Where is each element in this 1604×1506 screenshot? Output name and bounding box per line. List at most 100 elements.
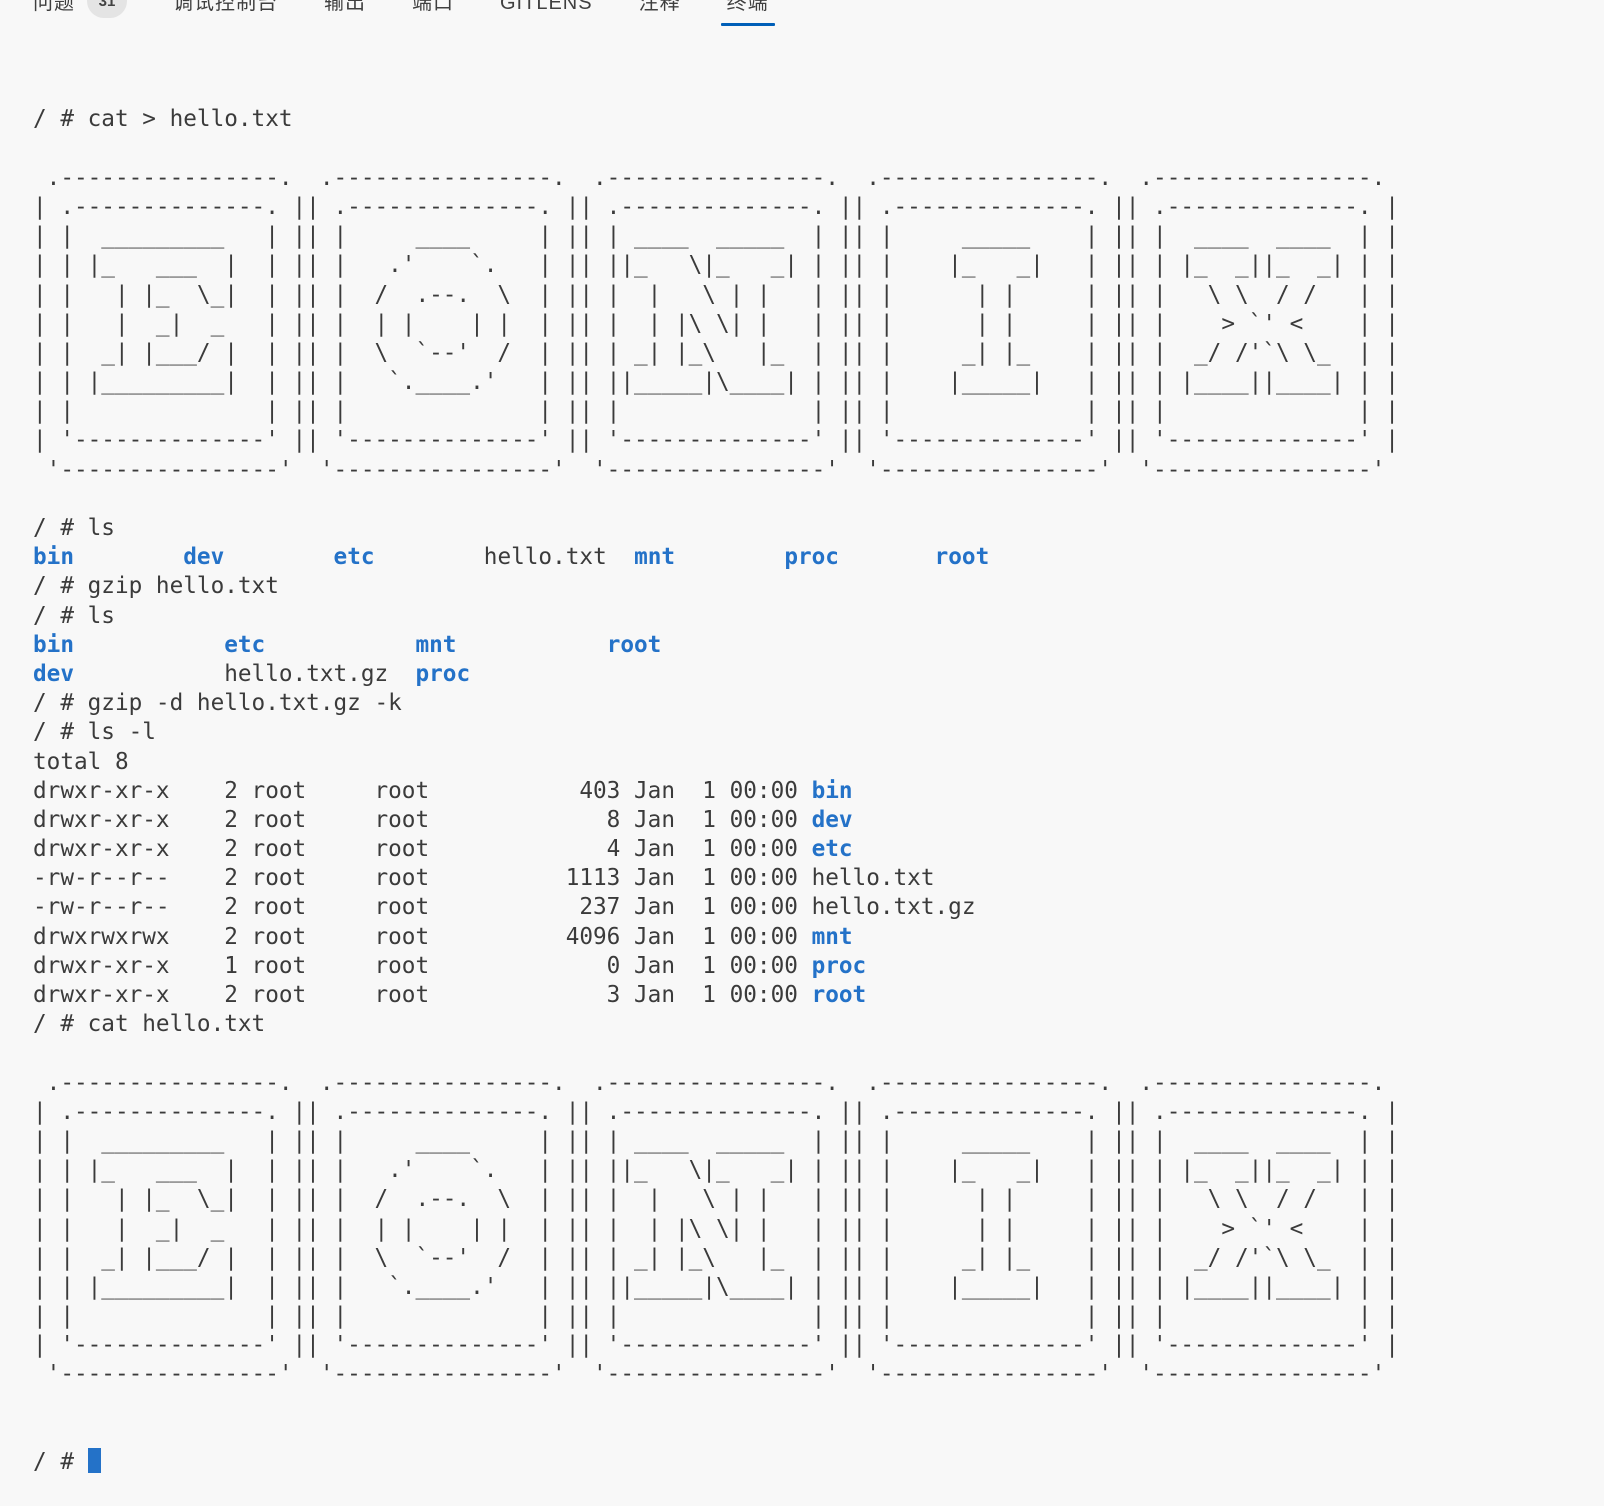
terminal-line: total 8 <box>33 748 129 775</box>
terminal-text <box>265 632 415 658</box>
panel-tab-comments[interactable]: 注释 <box>616 0 704 26</box>
ascii-art-line: | | _| |___/ | | || | \ `--' / | || | _|… <box>33 339 1399 366</box>
terminal-text <box>74 632 224 658</box>
blank-line <box>33 1419 1604 1448</box>
terminal-text <box>839 544 935 570</box>
terminal-text <box>607 544 634 570</box>
terminal-cursor <box>87 1448 102 1474</box>
terminal-text: drwxr-xr-x 2 root root 3 Jan 1 00:00 <box>33 982 812 1009</box>
panel-tab-ports[interactable]: 端口 <box>389 0 477 26</box>
panel-tab-gitlens-label: GITLENS <box>500 0 593 14</box>
terminal[interactable]: / # cat > hello.txt .----------------. .… <box>0 26 1604 1506</box>
directory-name: bin <box>811 777 853 804</box>
terminal-line: drwxr-xr-x 1 root root 0 Jan 1 00:00 pro… <box>33 952 1604 981</box>
terminal-line: / # ls -l <box>33 719 156 746</box>
terminal-text <box>675 544 784 570</box>
ascii-art-line: | .--------------. || .--------------. |… <box>33 1098 1399 1125</box>
directory-name: dev <box>33 660 74 687</box>
problems-count-badge: 31 <box>87 0 127 18</box>
terminal-text: hello.txt.gz <box>224 660 389 687</box>
ascii-art-line: | | | |_ \_| | || | / .--. \ | || | | \ … <box>33 281 1399 308</box>
ascii-art-line: | | _| |___/ | | || | \ `--' / | || | _|… <box>33 1244 1399 1271</box>
directory-name: mnt <box>634 544 676 571</box>
ascii-art-line: | '--------------' || '--------------' |… <box>33 427 1399 454</box>
panel-tab-gitlens[interactable]: GITLENS <box>477 0 616 26</box>
terminal-text <box>74 544 183 570</box>
directory-name: bin <box>33 631 74 658</box>
terminal-text <box>388 661 415 687</box>
terminal-line: / # gzip hello.txt <box>33 573 279 600</box>
terminal-line: drwxr-xr-x 2 root root 403 Jan 1 00:00 b… <box>33 777 1604 806</box>
ascii-art-line: | .--------------. || .--------------. |… <box>33 193 1399 220</box>
directory-name: proc <box>784 544 839 571</box>
panel-tab-output-label: 输出 <box>324 0 366 14</box>
ascii-art-line: | | |_________| | || | `.____.' | || ||_… <box>33 369 1399 396</box>
panel-tab-debug-console-label: 调试控制台 <box>173 0 278 14</box>
ascii-art-line: | | | _| _ | || | | | | | | || | | |\ \|… <box>33 1215 1399 1242</box>
directory-name: etc <box>811 836 853 863</box>
terminal-text <box>224 544 333 570</box>
terminal-line: drwxr-xr-x 2 root root 3 Jan 1 00:00 roo… <box>33 981 1604 1010</box>
terminal-text: drwxr-xr-x 2 root root 4 Jan 1 00:00 <box>33 836 812 863</box>
terminal-text <box>74 661 224 687</box>
terminal-text: hello.txt <box>483 544 607 571</box>
panel-tab-debug-console[interactable]: 调试控制台 <box>150 0 301 26</box>
panel-tab-output[interactable]: 输出 <box>301 0 389 26</box>
ascii-art-line: '----------------' '----------------' '-… <box>33 1361 1399 1388</box>
panel-tab-bar: 问题 31 调试控制台 输出 端口 GITLENS 注释 终端 <box>0 0 1604 26</box>
ascii-art-line: | | | _| _ | || | | | | | | || | | |\ \|… <box>33 310 1399 337</box>
directory-name: root <box>811 982 867 1009</box>
terminal-line: drwxrwxrwx 2 root root 4096 Jan 1 00:00 … <box>33 923 1604 952</box>
shell-prompt: / # <box>33 1449 88 1476</box>
blank-line <box>33 485 1604 514</box>
ascii-art-line: | | |_________| | || | `.____.' | || ||_… <box>33 1273 1399 1300</box>
terminal-line: / # ls <box>33 515 115 542</box>
directory-name: mnt <box>811 923 853 950</box>
terminal-line: dev hello.txt.gz proc <box>33 660 1604 689</box>
panel-tab-terminal-label: 终端 <box>726 0 769 14</box>
directory-name: etc <box>333 544 375 571</box>
ascii-art-line: | | | || | | || | | || | | || | | | <box>33 1303 1399 1330</box>
blank-line <box>33 135 1604 164</box>
directory-name: dev <box>811 806 853 833</box>
ascii-art-line: .----------------. .----------------. .-… <box>33 1069 1399 1096</box>
ascii-art-line: '----------------' '----------------' '-… <box>33 456 1399 483</box>
terminal-text: drwxr-xr-x 1 root root 0 Jan 1 00:00 <box>33 952 812 979</box>
panel-tab-comments-label: 注释 <box>638 0 681 14</box>
blank-line <box>33 1039 1604 1068</box>
directory-name: bin <box>33 544 74 571</box>
panel-tab-problems[interactable]: 问题 31 <box>10 0 150 26</box>
terminal-line: / # cat hello.txt <box>33 1011 266 1038</box>
ascii-art-line: | | _________ | || | ____ | || | ____ __… <box>33 1127 1399 1154</box>
ascii-art-line: | '--------------' || '--------------' |… <box>33 1332 1399 1359</box>
terminal-text: drwxr-xr-x 2 root root 403 Jan 1 00:00 <box>33 777 812 804</box>
panel-tab-terminal[interactable]: 终端 <box>704 0 792 26</box>
directory-name: dev <box>183 544 225 571</box>
directory-name: root <box>934 544 990 571</box>
terminal-text <box>375 544 484 570</box>
terminal-line: drwxr-xr-x 2 root root 4 Jan 1 00:00 etc <box>33 835 1604 864</box>
terminal-line: / # gzip -d hello.txt.gz -k <box>33 690 402 717</box>
prompt-line: / # <box>33 1448 1604 1477</box>
terminal-line: drwxr-xr-x 2 root root 8 Jan 1 00:00 dev <box>33 806 1604 835</box>
panel-tab-ports-label: 端口 <box>412 0 454 14</box>
panel-tab-problems-label: 问题 <box>33 0 75 14</box>
directory-name: proc <box>415 660 471 687</box>
directory-name: etc <box>224 631 266 658</box>
ascii-art-line: .----------------. .----------------. .-… <box>33 164 1399 191</box>
terminal-line: bin dev etc hello.txt mnt proc root <box>33 543 1604 572</box>
terminal-text <box>456 632 606 658</box>
directory-name: root <box>606 631 662 658</box>
ascii-art-line: | | | |_ \_| | || | / .--. \ | || | | \ … <box>33 1186 1399 1213</box>
terminal-line: -rw-r--r-- 2 root root 237 Jan 1 00:00 h… <box>33 894 976 921</box>
terminal-line: / # cat > hello.txt <box>33 106 293 133</box>
directory-name: mnt <box>415 631 457 658</box>
terminal-line: / # ls <box>33 602 115 629</box>
terminal-text: drwxrwxrwx 2 root root 4096 Jan 1 00:00 <box>33 923 812 950</box>
terminal-text: drwxr-xr-x 2 root root 8 Jan 1 00:00 <box>33 806 812 833</box>
ascii-art-line: | | |_ ___ | | || | .' `. | || ||_ \|_ _… <box>33 1157 1399 1184</box>
ascii-art-line: | | |_ ___ | | || | .' `. | || ||_ \|_ _… <box>33 252 1399 279</box>
ascii-art-line: | | | || | | || | | || | | || | | | <box>33 398 1399 425</box>
blank-line <box>33 1390 1604 1419</box>
terminal-line: bin etc mnt root <box>33 631 1604 660</box>
